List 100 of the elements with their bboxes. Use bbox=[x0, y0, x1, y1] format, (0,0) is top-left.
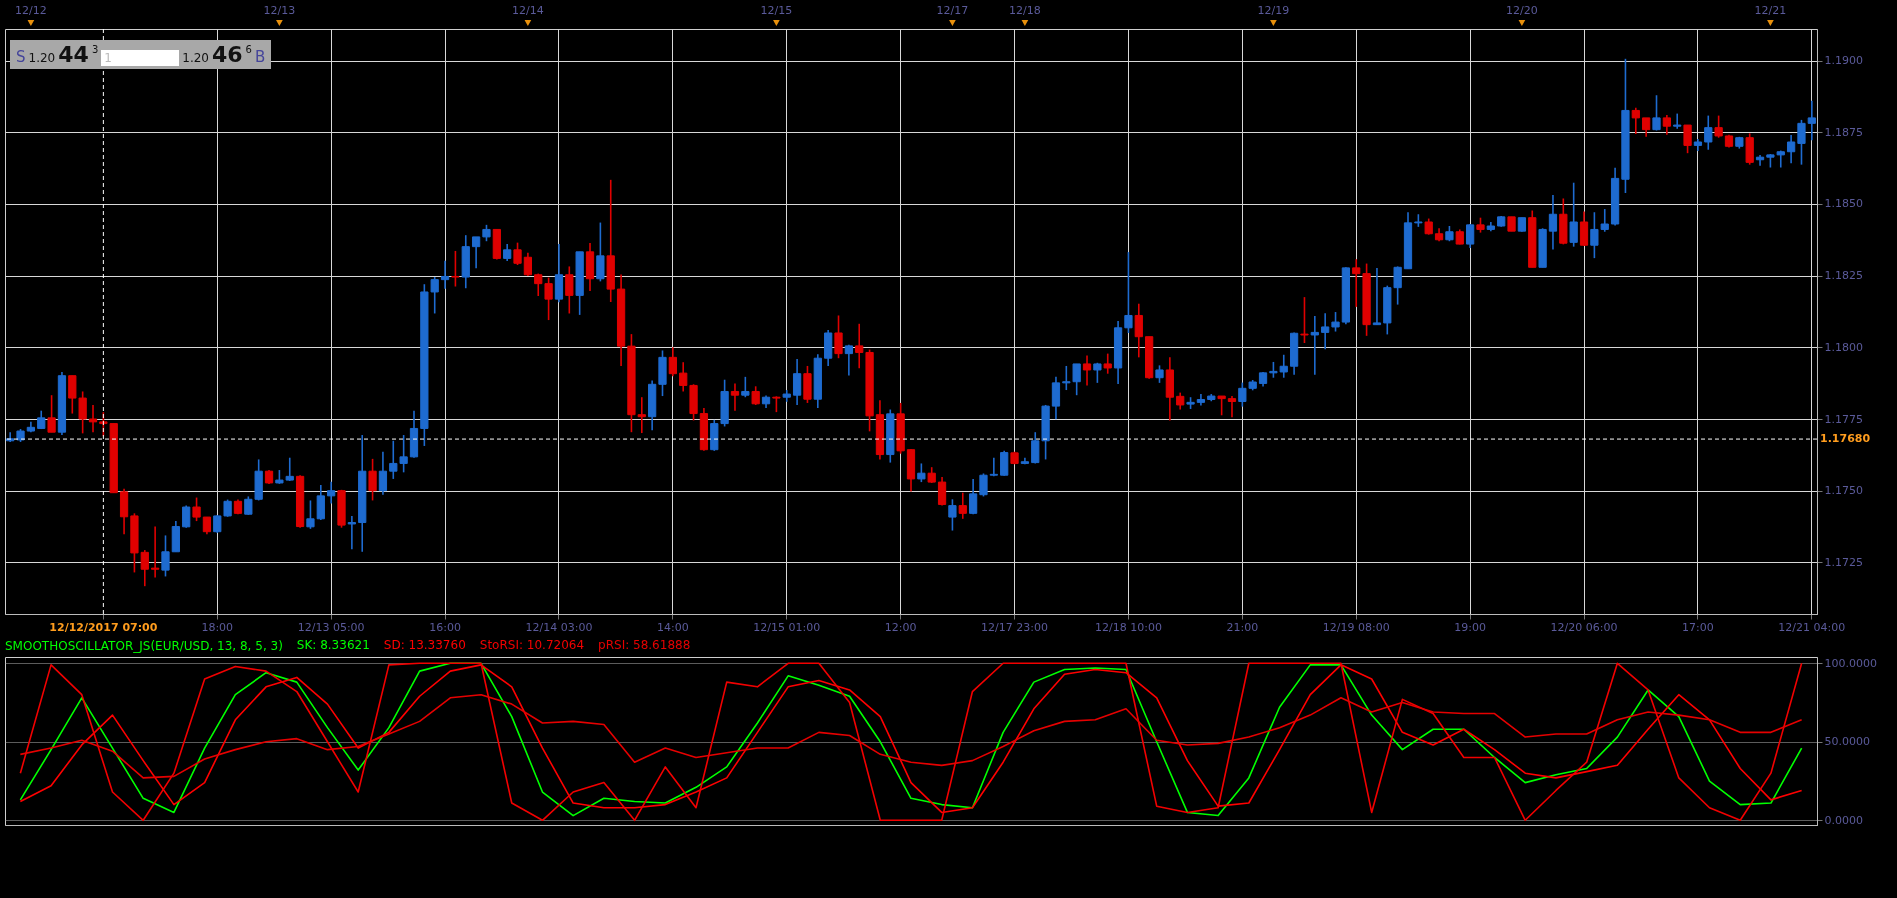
x-tick-label: 17:00 bbox=[1682, 620, 1714, 634]
y-tick-label: 1.1775 bbox=[1824, 412, 1863, 426]
candlestick bbox=[1321, 312, 1330, 351]
candlestick bbox=[1714, 114, 1723, 139]
x-tick-label: 12/15 01:00 bbox=[753, 620, 821, 634]
y-tick-label: 1.1750 bbox=[1824, 484, 1863, 498]
candlestick bbox=[1134, 302, 1143, 359]
candlestick bbox=[523, 251, 533, 277]
x-tick-label: 12:00 bbox=[884, 620, 917, 634]
candlestick bbox=[513, 241, 522, 266]
text: 12/20 bbox=[1506, 4, 1538, 17]
y-tick-label: 1.1725 bbox=[1824, 555, 1863, 569]
candlestick bbox=[440, 259, 450, 290]
candlestick bbox=[1051, 376, 1061, 421]
y-tick-label: 1.1800 bbox=[1824, 340, 1863, 354]
annotation: S bbox=[16, 48, 26, 66]
candlestick bbox=[451, 250, 460, 288]
candlestick bbox=[637, 396, 646, 434]
candlestick bbox=[1082, 354, 1092, 387]
text: 12/13 bbox=[263, 4, 296, 17]
x-tick-label: 21:00 bbox=[1226, 620, 1259, 634]
annotation: 6 bbox=[245, 44, 252, 55]
candlestick bbox=[1569, 181, 1578, 248]
candlestick bbox=[917, 462, 926, 483]
series-label: StoRSI: 10.72064 bbox=[479, 638, 585, 652]
candlestick bbox=[1124, 251, 1133, 334]
candlestick bbox=[1786, 134, 1796, 165]
candlestick bbox=[47, 394, 56, 433]
text: 12/14 bbox=[512, 4, 544, 17]
text: SK: 8.33621 bbox=[296, 638, 370, 652]
chart-title: SMOOTHOSCILLATOR_JS(EUR/USD, 13, 8, 5, 3) bbox=[5, 639, 283, 653]
annotation: 1.20 bbox=[28, 51, 56, 65]
x-tick-label: 12/20 06:00 bbox=[1550, 620, 1618, 634]
x-tick-label: 12/12/2017 07:00 bbox=[49, 620, 158, 634]
y-tick-label: 50.0000 bbox=[1824, 735, 1870, 749]
candlestick bbox=[969, 478, 978, 516]
annotation: B bbox=[254, 48, 266, 66]
x-tick-label: 12/21 04:00 bbox=[1778, 620, 1846, 634]
candlestick bbox=[1652, 94, 1661, 132]
candlestick bbox=[1227, 395, 1237, 419]
candlestick bbox=[1217, 395, 1226, 417]
candlestick bbox=[844, 343, 853, 377]
text: 12/18 bbox=[1009, 4, 1041, 17]
y-tick-label: 0.0000 bbox=[1824, 813, 1863, 827]
candlestick bbox=[1642, 117, 1651, 138]
annotation: 46 bbox=[211, 42, 243, 67]
candlestick bbox=[1683, 124, 1692, 154]
candlestick bbox=[316, 484, 325, 521]
candlestick bbox=[192, 496, 201, 522]
candlestick bbox=[1000, 450, 1009, 477]
x-tick-label: 12/13 05:00 bbox=[297, 620, 365, 634]
candlestick bbox=[834, 314, 843, 360]
candlestick bbox=[1310, 315, 1319, 376]
candlestick bbox=[1704, 114, 1713, 151]
candlestick bbox=[1673, 112, 1682, 130]
dropdown-field: 1 bbox=[101, 50, 180, 66]
candlestick bbox=[792, 358, 802, 406]
candlestick bbox=[751, 385, 760, 406]
annotation: 3 bbox=[91, 44, 99, 55]
x-tick-label: 14:00 bbox=[657, 620, 689, 634]
y-tick-label: 100.0000 bbox=[1824, 656, 1877, 670]
candlestick bbox=[306, 499, 315, 530]
candlestick bbox=[948, 498, 957, 532]
candlestick bbox=[88, 404, 98, 433]
text: pRSI: 58.61888 bbox=[598, 638, 691, 652]
candlestick bbox=[668, 346, 677, 378]
candlestick bbox=[1662, 114, 1671, 136]
y-tick-label: 1.1825 bbox=[1824, 269, 1863, 283]
candlestick bbox=[958, 491, 967, 520]
candlestick bbox=[1631, 107, 1640, 135]
candlestick bbox=[347, 515, 356, 550]
x-tick-label: 12/17 23:00 bbox=[981, 620, 1048, 634]
candlestick bbox=[1797, 119, 1806, 166]
candlestick bbox=[1807, 99, 1816, 142]
candlestick bbox=[327, 481, 336, 505]
text: 12/15 bbox=[760, 4, 793, 17]
text: 12/21 bbox=[1754, 4, 1787, 17]
y-tick-label: 1.1900 bbox=[1824, 54, 1863, 68]
ref-line-label: 1.17680 bbox=[1820, 432, 1871, 446]
candlestick bbox=[1372, 267, 1382, 326]
series-label: SD: 13.33760 bbox=[383, 638, 466, 652]
annotation: 44 bbox=[58, 42, 89, 67]
text: 12/12 bbox=[15, 4, 47, 17]
candlestick bbox=[140, 549, 149, 587]
y-tick-label: 1.1850 bbox=[1824, 197, 1863, 211]
candlestick bbox=[368, 458, 377, 502]
candlestick bbox=[1300, 296, 1309, 344]
x-tick-label: 16:00 bbox=[429, 620, 461, 634]
x-tick-label: 18:00 bbox=[201, 620, 234, 634]
annotation: 1.20 bbox=[182, 51, 209, 65]
x-tick-label: 12/14 03:00 bbox=[525, 620, 593, 634]
text: 12/19 bbox=[1257, 4, 1290, 17]
candlestick bbox=[979, 472, 988, 498]
candlestick bbox=[679, 361, 688, 393]
x-tick-label: 19:00 bbox=[1454, 620, 1486, 634]
candlestick bbox=[378, 450, 388, 496]
x-tick-label: 12/19 08:00 bbox=[1322, 620, 1390, 634]
candlestick bbox=[596, 221, 605, 283]
text: 12/17 bbox=[936, 4, 969, 17]
candlestick bbox=[1579, 210, 1589, 247]
